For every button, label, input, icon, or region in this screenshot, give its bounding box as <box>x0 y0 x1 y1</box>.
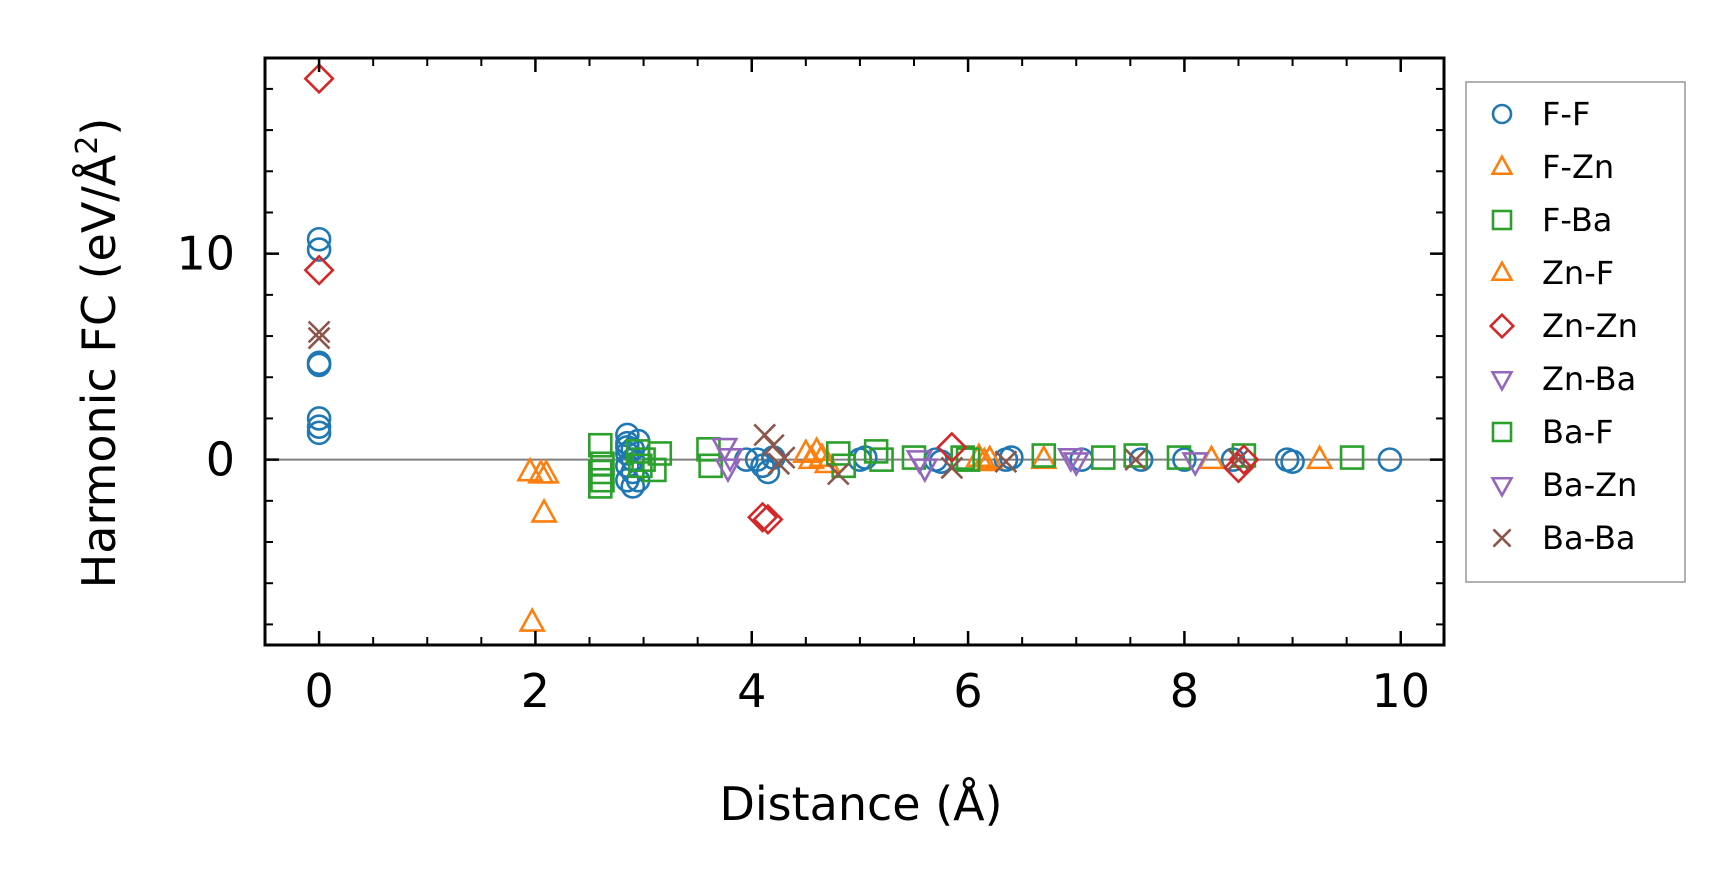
data-point-f-ba <box>1123 443 1149 468</box>
data-point-f-ba <box>901 445 927 470</box>
data-point-ba-ba <box>767 452 791 476</box>
data-point-f-f <box>306 352 332 378</box>
y-axis-label-close: ) <box>72 118 126 136</box>
x-tick-label: 10 <box>1371 664 1430 718</box>
plot-frame <box>263 56 1446 647</box>
data-point-zn-zn <box>1222 452 1255 484</box>
data-point-f-f <box>1172 447 1197 472</box>
data-point-zn-zn <box>746 501 779 533</box>
data-point-f-ba <box>590 467 615 493</box>
data-point-f-f <box>620 474 646 499</box>
data-point-f-zn <box>975 444 1004 470</box>
data-point-ba-ba <box>307 326 331 350</box>
data-point-ba-ba <box>1124 448 1148 472</box>
data-point-zn-ba <box>911 458 939 484</box>
x-axis-label: Distance (Å) <box>719 777 1002 831</box>
legend-marker-ba-zn <box>1490 476 1514 499</box>
data-point-f-ba <box>628 453 653 479</box>
data-point-ba-ba <box>826 462 850 486</box>
legend-label-zn-f: Zn-F <box>1542 254 1614 292</box>
legend-marker-f-ba <box>1491 209 1513 231</box>
legend-marker-f-f <box>1491 103 1513 125</box>
y-tick-label: 0 <box>206 433 235 487</box>
y-axis-label-main: Harmonic FC (eV/Å <box>72 154 126 588</box>
data-point-f-zn <box>530 497 558 523</box>
data-point-zn-ba <box>1181 452 1209 478</box>
legend-marker-f-zn <box>1490 153 1514 176</box>
legend: F-F F-Zn F-Ba Zn-F Zn-Zn Zn-Ba Ba-F Ba-Zn Ba-Ba <box>1465 81 1686 583</box>
legend-label-ba-ba: Ba-Ba <box>1542 519 1636 557</box>
data-markers <box>303 63 1403 632</box>
data-point-f-ba <box>588 432 613 458</box>
data-point-f-f <box>306 237 332 262</box>
legend-label-f-zn: F-Zn <box>1542 148 1614 186</box>
data-point-f-f <box>615 467 640 493</box>
data-point-zn-ba <box>714 458 742 484</box>
legend-marker-zn-f <box>1490 259 1514 282</box>
data-point-f-zn <box>518 607 546 632</box>
data-point-f-ba <box>1090 445 1116 470</box>
y-tick-label: 10 <box>176 227 235 281</box>
legend-label-ba-f: Ba-F <box>1542 413 1614 451</box>
data-point-f-ba <box>698 453 723 479</box>
data-point-zn-zn <box>303 254 335 286</box>
data-point-f-ba <box>642 457 667 483</box>
legend-marker-ba-ba <box>1492 528 1512 548</box>
legend-marker-zn-ba <box>1490 370 1514 393</box>
legend-label-ba-zn: Ba-Zn <box>1542 466 1637 504</box>
x-tick-label: 0 <box>304 664 333 718</box>
data-point-f-f <box>1377 447 1403 472</box>
data-point-f-zn <box>802 436 831 461</box>
data-point-f-ba <box>647 441 673 466</box>
data-point-f-f <box>1128 447 1154 472</box>
legend-label-f-f: F-F <box>1542 95 1590 133</box>
data-point-f-zn <box>792 438 820 464</box>
x-tick-label: 8 <box>1170 664 1199 718</box>
legend-label-f-ba: F-Ba <box>1542 201 1612 239</box>
data-point-f-f <box>306 420 332 446</box>
legend-label-zn-ba: Zn-Ba <box>1542 360 1636 398</box>
data-point-f-f <box>755 459 781 485</box>
data-point-ba-ba <box>940 456 964 480</box>
data-point-f-ba <box>955 447 981 472</box>
data-point-f-ba <box>825 441 851 466</box>
x-tick-label: 4 <box>737 664 766 718</box>
data-point-ba-ba <box>1227 448 1250 472</box>
data-point-f-ba <box>831 453 856 479</box>
data-point-zn-ba <box>1057 448 1085 473</box>
data-point-f-ba <box>1339 445 1365 470</box>
legend-marker-zn-zn <box>1488 312 1516 340</box>
data-point-zn-zn <box>752 503 784 535</box>
data-point-f-zn <box>1305 444 1334 470</box>
data-point-f-ba <box>869 447 894 472</box>
y-axis-label-superscript: 2 <box>70 136 105 155</box>
data-point-f-zn <box>1030 444 1058 470</box>
data-point-zn-zn <box>936 431 968 463</box>
data-point-f-zn <box>532 458 560 484</box>
axes <box>263 56 1446 647</box>
ticks: 0 2 4 6 8 10 0 10 <box>176 58 1444 718</box>
legend-label-zn-zn: Zn-Zn <box>1542 307 1638 345</box>
x-tick-label: 6 <box>953 664 982 718</box>
data-point-zn-ba <box>1062 452 1090 478</box>
data-point-zn-zn <box>303 63 335 95</box>
data-point-ba-ba <box>994 450 1018 474</box>
data-point-f-ba <box>588 459 613 485</box>
data-point-f-f <box>306 406 332 431</box>
legend-marker-ba-f <box>1491 421 1513 443</box>
legend-frame <box>1465 81 1686 583</box>
data-point-f-f <box>306 414 332 439</box>
data-point-f-f <box>1280 449 1305 474</box>
data-point-f-ba <box>588 474 613 499</box>
data-point-f-ba <box>1031 443 1057 468</box>
y-axis-label: Harmonic FC (eV/Å2) <box>70 118 126 589</box>
data-point-f-ba <box>863 439 889 464</box>
data-point-f-f <box>306 226 332 252</box>
x-tick-label: 2 <box>521 664 550 718</box>
data-point-f-ba <box>950 445 975 470</box>
data-point-f-ba <box>1166 445 1192 470</box>
data-point-ba-ba <box>307 320 331 344</box>
